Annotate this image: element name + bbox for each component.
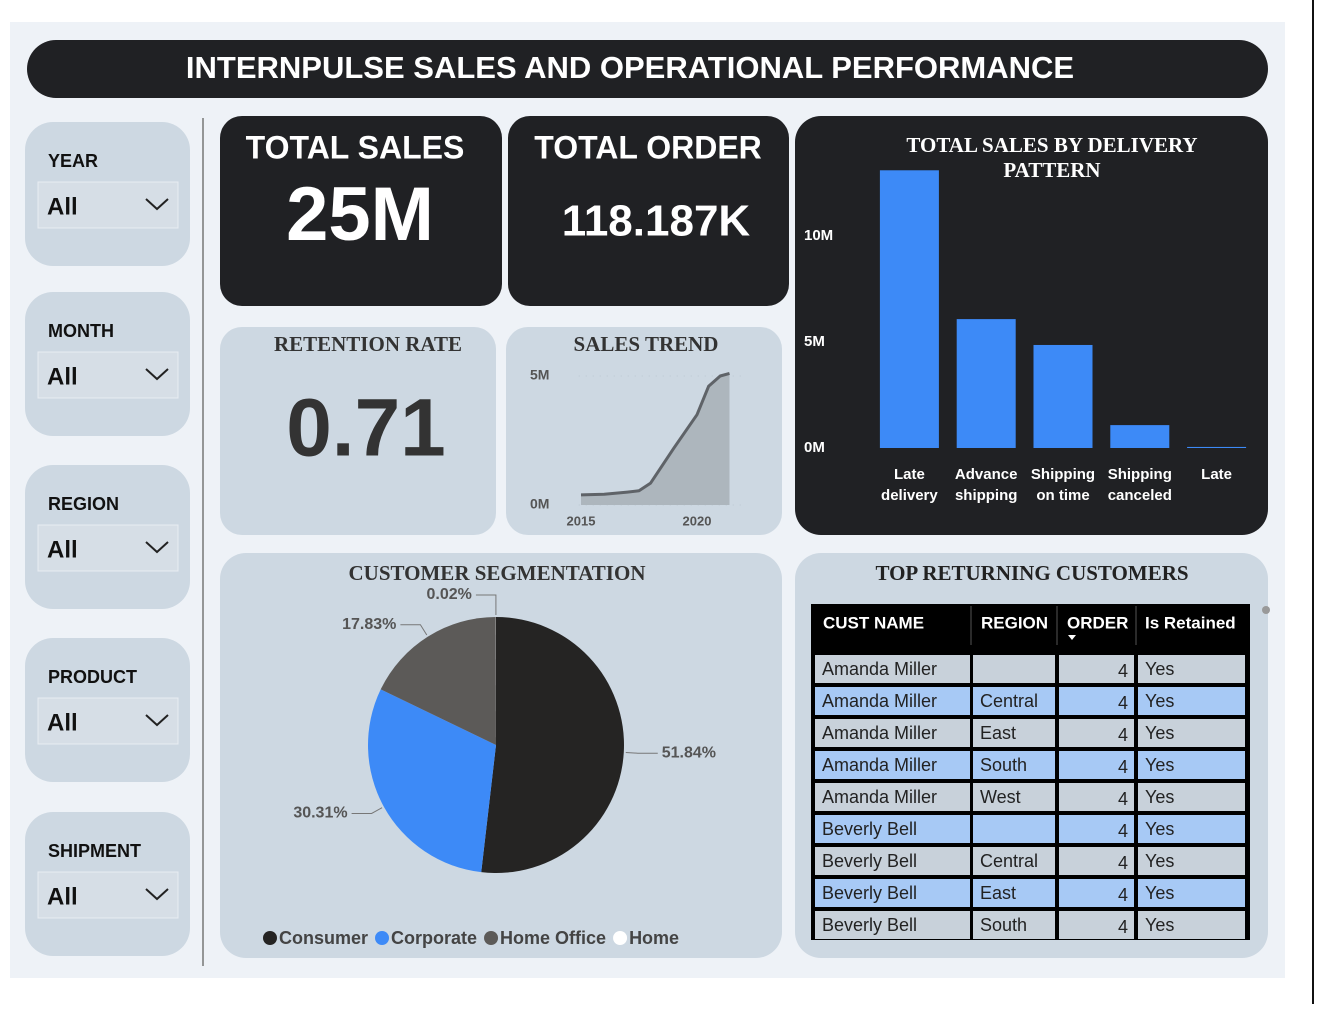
kpi-value: 118.187K	[562, 197, 751, 246]
data-label: 30.31%	[293, 805, 347, 822]
kpi-value: 25M	[286, 172, 434, 257]
x-tick-label: Late delivery	[874, 464, 944, 506]
cell-text: South	[980, 755, 1027, 775]
cell-text: Amanda Miller	[822, 659, 937, 679]
bar	[1110, 425, 1169, 448]
cell-text: Beverly Bell	[822, 851, 917, 871]
x-tick-label: Late	[1182, 464, 1252, 485]
legend-marker	[263, 931, 277, 945]
legend-marker	[484, 931, 498, 945]
cell-text: Yes	[1145, 691, 1174, 711]
dropdown-value: All	[47, 883, 78, 910]
cell-text: South	[980, 915, 1027, 935]
x-tick-label: Shipping on time	[1028, 464, 1098, 506]
legend-label: Corporate	[391, 928, 477, 948]
legend-label: Home	[629, 928, 679, 948]
cell-text: Central	[980, 851, 1038, 871]
y-tick-label: 0M	[530, 496, 549, 512]
column-header[interactable]: ORDER	[1067, 613, 1128, 632]
data-label: 17.83%	[342, 616, 396, 633]
cell-text: 4	[1118, 917, 1128, 937]
filter-label: SHIPMENT	[48, 841, 141, 861]
x-tick-label: 2020	[683, 513, 712, 528]
cell-text: Central	[980, 691, 1038, 711]
y-tick-label: 10M	[804, 227, 833, 244]
cell-text: 4	[1118, 725, 1128, 745]
bar	[1034, 345, 1093, 448]
data-label: 51.84%	[662, 744, 716, 761]
cell-text: Yes	[1145, 755, 1174, 775]
table-cell	[973, 655, 1055, 683]
x-tick-label: Advance shipping	[951, 464, 1021, 506]
column-header[interactable]: Is Retained	[1145, 613, 1236, 632]
bar	[1187, 447, 1246, 448]
cell-text: 4	[1118, 821, 1128, 841]
cell-text: East	[980, 883, 1016, 903]
bar	[957, 319, 1016, 448]
cell-text: West	[980, 787, 1021, 807]
y-tick-label: 5M	[530, 367, 549, 383]
bar	[880, 170, 939, 448]
dropdown-value: All	[47, 709, 78, 736]
cell-text: Yes	[1145, 883, 1174, 903]
kpi-title: TOTAL SALES	[246, 129, 465, 165]
kpi-title: TOTAL ORDER	[534, 129, 762, 165]
cell-text: 4	[1118, 693, 1128, 713]
cell-text: Yes	[1145, 915, 1174, 935]
cell-text: Yes	[1145, 819, 1174, 839]
dropdown-value: All	[47, 193, 78, 220]
y-tick-label: 0M	[804, 439, 825, 456]
table-cell	[973, 815, 1055, 843]
cell-text: Beverly Bell	[822, 915, 917, 935]
cell-text: Yes	[1145, 659, 1174, 679]
cell-text: 4	[1118, 757, 1128, 777]
cell-text: East	[980, 723, 1016, 743]
table-title: TOP RETURNING CUSTOMERS	[875, 561, 1188, 585]
legend-marker	[613, 931, 627, 945]
filter-label: YEAR	[48, 151, 98, 171]
chart-title: SALES TREND	[574, 332, 719, 356]
filter-label: PRODUCT	[48, 667, 137, 687]
cell-text: 4	[1118, 661, 1128, 681]
column-header[interactable]: CUST NAME	[823, 613, 924, 632]
filter-label: MONTH	[48, 321, 114, 341]
cell-text: 4	[1118, 853, 1128, 873]
scrollbar[interactable]	[1262, 606, 1270, 614]
chart-title: CUSTOMER SEGMENTATION	[349, 561, 646, 585]
x-tick-label: 2015	[567, 513, 596, 528]
dropdown-value: All	[47, 536, 78, 563]
cell-text: Yes	[1145, 787, 1174, 807]
dropdown-value: All	[47, 363, 78, 390]
kpi-title: RETENTION RATE	[274, 332, 462, 356]
x-tick-label: Shipping canceled	[1105, 464, 1175, 506]
cell-text: Yes	[1145, 723, 1174, 743]
legend-marker	[375, 931, 389, 945]
cell-text: Beverly Bell	[822, 883, 917, 903]
cell-text: Amanda Miller	[822, 691, 937, 711]
cell-text: Amanda Miller	[822, 755, 937, 775]
cell-text: Amanda Miller	[822, 787, 937, 807]
dashboard-title: INTERNPULSE SALES AND OPERATIONAL PERFOR…	[186, 50, 1074, 85]
legend-label: Home Office	[500, 928, 606, 948]
filter-label: REGION	[48, 494, 119, 514]
data-label: 0.02%	[427, 586, 472, 603]
y-tick-label: 5M	[804, 333, 825, 350]
cell-text: Amanda Miller	[822, 723, 937, 743]
cell-text: 4	[1118, 789, 1128, 809]
cell-text: Beverly Bell	[822, 819, 917, 839]
cell-text: 4	[1118, 885, 1128, 905]
legend-label: Consumer	[279, 928, 368, 948]
kpi-value: 0.71	[286, 383, 446, 474]
column-header[interactable]: REGION	[981, 613, 1048, 632]
cell-text: Yes	[1145, 851, 1174, 871]
